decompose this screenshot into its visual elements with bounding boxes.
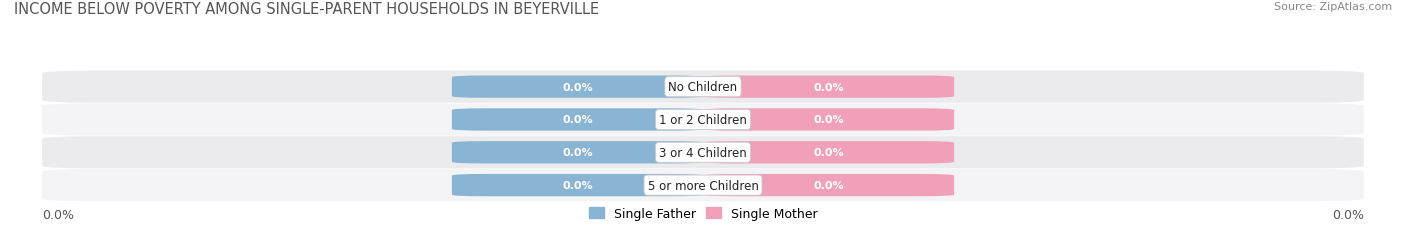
Text: 0.0%: 0.0% — [562, 148, 593, 158]
Text: 0.0%: 0.0% — [562, 180, 593, 190]
FancyBboxPatch shape — [451, 174, 703, 196]
Text: 0.0%: 0.0% — [42, 208, 75, 221]
Legend: Single Father, Single Mother: Single Father, Single Mother — [583, 202, 823, 225]
FancyBboxPatch shape — [451, 76, 703, 98]
FancyBboxPatch shape — [42, 169, 1364, 201]
Text: 3 or 4 Children: 3 or 4 Children — [659, 146, 747, 159]
FancyBboxPatch shape — [703, 76, 955, 98]
FancyBboxPatch shape — [703, 174, 955, 196]
Text: 0.0%: 0.0% — [813, 180, 844, 190]
Text: 0.0%: 0.0% — [562, 82, 593, 92]
FancyBboxPatch shape — [451, 109, 703, 131]
Text: INCOME BELOW POVERTY AMONG SINGLE-PARENT HOUSEHOLDS IN BEYERVILLE: INCOME BELOW POVERTY AMONG SINGLE-PARENT… — [14, 2, 599, 17]
Text: No Children: No Children — [668, 81, 738, 94]
FancyBboxPatch shape — [703, 109, 955, 131]
FancyBboxPatch shape — [42, 137, 1364, 169]
Text: 5 or more Children: 5 or more Children — [648, 179, 758, 192]
Text: 1 or 2 Children: 1 or 2 Children — [659, 113, 747, 126]
Text: 0.0%: 0.0% — [813, 148, 844, 158]
FancyBboxPatch shape — [42, 104, 1364, 136]
FancyBboxPatch shape — [42, 71, 1364, 103]
FancyBboxPatch shape — [703, 142, 955, 164]
Text: Source: ZipAtlas.com: Source: ZipAtlas.com — [1274, 2, 1392, 12]
Text: 0.0%: 0.0% — [813, 115, 844, 125]
Text: 0.0%: 0.0% — [1331, 208, 1364, 221]
Text: 0.0%: 0.0% — [562, 115, 593, 125]
Text: 0.0%: 0.0% — [813, 82, 844, 92]
FancyBboxPatch shape — [451, 142, 703, 164]
